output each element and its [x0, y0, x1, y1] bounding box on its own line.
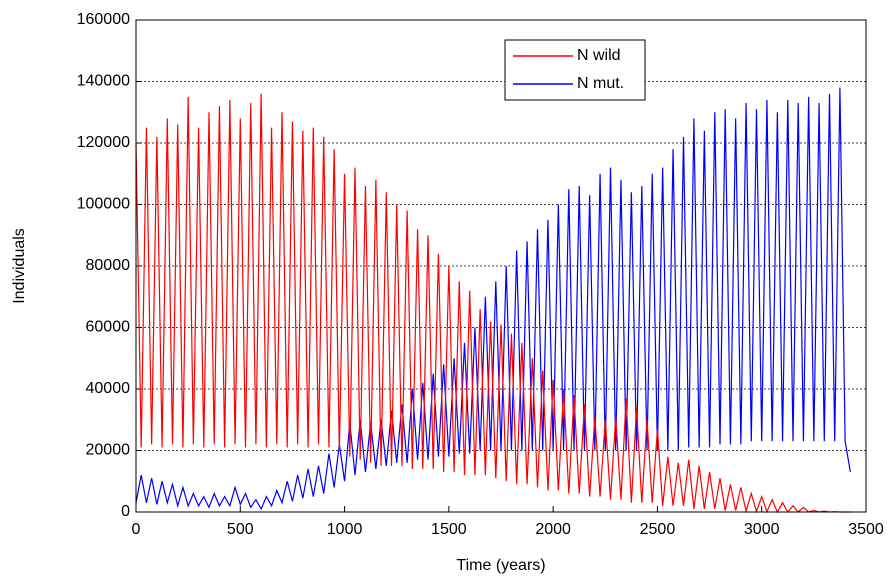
legend-label: N wild	[577, 47, 621, 64]
y-tick-label: 100000	[77, 196, 130, 213]
x-tick-label: 0	[132, 521, 141, 538]
x-tick-label: 3500	[848, 521, 884, 538]
x-tick-label: 3000	[744, 521, 780, 538]
x-tick-label: 2000	[535, 521, 571, 538]
legend-label: N mut.	[577, 75, 624, 92]
y-tick-label: 0	[121, 503, 130, 520]
series-line	[135, 93, 851, 514]
x-tick-label: 1500	[431, 521, 467, 538]
y-tick-label: 20000	[86, 442, 131, 459]
y-tick-label: 60000	[86, 319, 131, 336]
plot-frame	[135, 19, 867, 513]
legend-box	[504, 39, 646, 101]
y-axis-label: Individuals	[11, 228, 28, 304]
y-tick-label: 40000	[86, 380, 131, 397]
y-tick-label: 120000	[77, 134, 130, 151]
x-tick-label: 1000	[327, 521, 363, 538]
y-tick-label: 160000	[77, 11, 130, 28]
x-axis-label: Time (years)	[456, 557, 545, 574]
y-tick-label: 80000	[86, 257, 131, 274]
y-tick-label: 140000	[77, 73, 130, 90]
series-line	[135, 87, 851, 511]
x-tick-label: 2500	[640, 521, 676, 538]
x-tick-label: 500	[227, 521, 254, 538]
